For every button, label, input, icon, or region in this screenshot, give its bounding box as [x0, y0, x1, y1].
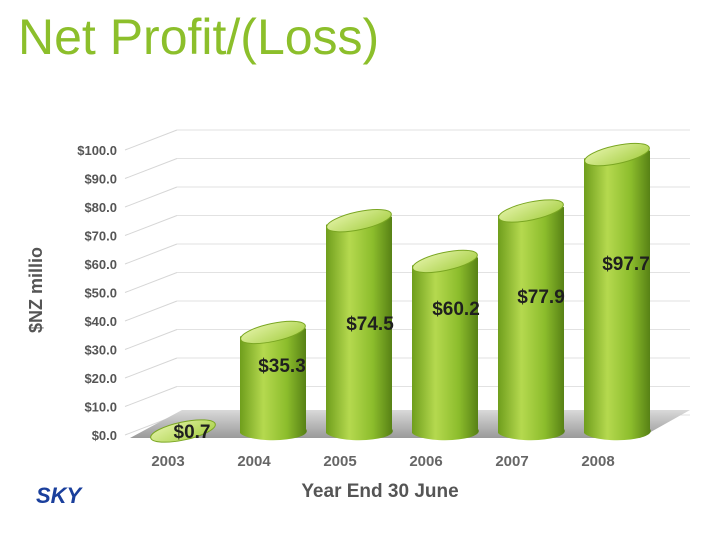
y-tick-label: $70.0	[84, 229, 117, 244]
x-tick-label: 2003	[151, 453, 184, 470]
y-axis-label: $NZ millio	[26, 247, 46, 333]
data-label: $77.9	[517, 287, 565, 308]
y-tick-label: $20.0	[84, 371, 117, 386]
data-label: $0.7	[174, 422, 211, 443]
y-tick-label: $0.0	[92, 428, 117, 443]
bar-top	[240, 320, 306, 345]
bar	[240, 328, 307, 441]
y-tick-label: $80.0	[84, 200, 117, 215]
x-tick-label: 2005	[323, 453, 356, 470]
x-tick-label: 2004	[237, 453, 271, 470]
y-tick-label: $60.0	[84, 257, 117, 272]
gridline-diagonal	[124, 300, 178, 322]
data-label: $97.7	[602, 254, 650, 275]
y-axis-ticks: $0.0 $10.0 $20.0 $30.0 $40.0 $50.0 $60.0 $70.0 $…	[77, 143, 117, 443]
bar	[584, 150, 651, 441]
y-tick-label: $30.0	[84, 343, 117, 358]
y-tick-label: $90.0	[84, 172, 117, 187]
gridline-diagonal	[124, 215, 178, 236]
x-axis-ticks: 2003 2004 2005 2006 2007 2008	[151, 453, 614, 470]
gridline-diagonal	[124, 272, 178, 293]
bars	[150, 142, 651, 443]
y-tick-label: $40.0	[84, 314, 117, 329]
bar	[326, 216, 393, 441]
x-tick-label: 2008	[581, 453, 614, 470]
bar-top	[584, 142, 650, 167]
bar-top	[150, 419, 216, 443]
gridline-diagonal	[124, 329, 178, 350]
x-tick-label: 2007	[495, 453, 528, 470]
logo-text: SKY	[36, 483, 84, 508]
gridline-diagonal	[124, 158, 178, 179]
bar-top	[412, 249, 478, 274]
x-axis-label: Year End 30 June	[301, 481, 458, 502]
data-label: $74.5	[346, 314, 394, 335]
bar	[498, 206, 565, 441]
x-tick-label: 2006	[409, 453, 442, 470]
gridline-diagonal	[124, 129, 178, 151]
gridline-diagonal	[124, 357, 178, 379]
bar-top	[326, 209, 392, 233]
sky-logo: SKY	[36, 483, 84, 508]
y-tick-label: $50.0	[84, 286, 117, 301]
data-label: $35.3	[258, 356, 306, 377]
bar	[412, 257, 479, 441]
slide-title: Net Profit/(Loss)	[18, 9, 380, 65]
gridline-diagonal	[124, 186, 178, 208]
gridline-diagonal	[124, 386, 178, 407]
bar-top	[498, 199, 564, 223]
gridline-diagonal	[124, 243, 178, 265]
y-tick-label: $100.0	[77, 143, 117, 158]
y-tick-label: $10.0	[84, 400, 117, 415]
data-label: $60.2	[432, 299, 480, 320]
data-labels: $0.7 $35.3 $74.5 $60.2 $77.9 $97.7	[174, 254, 650, 443]
